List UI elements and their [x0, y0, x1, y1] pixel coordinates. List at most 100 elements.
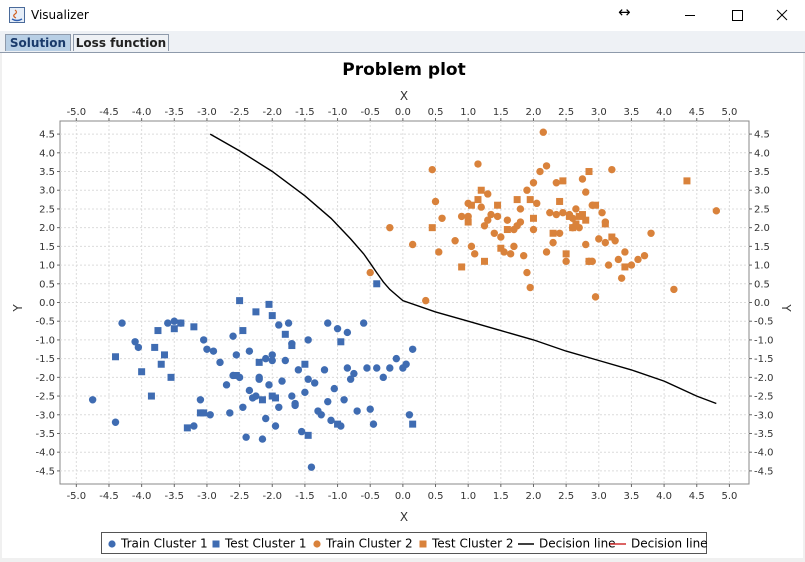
x-tick-label-top: 2.5 — [558, 107, 574, 118]
close-button[interactable] — [759, 0, 805, 31]
train-cluster-1-point — [294, 366, 303, 374]
x-tick-label: 3.5 — [623, 491, 639, 502]
train-cluster-2-point — [510, 225, 518, 234]
train-cluster-1-point — [281, 356, 290, 365]
chart-panel: Problem plot X X Y Y -5.0 -5.0 -4.5 -4.5 -4.… — [2, 53, 803, 558]
train-cluster-1-point — [229, 332, 237, 340]
train-cluster-1-point — [311, 379, 319, 387]
y-tick-label: 4.5 — [39, 130, 55, 141]
test-cluster-2-point — [559, 177, 567, 185]
train-cluster-2-point — [526, 283, 534, 292]
y-tick-label-right: -4.0 — [754, 448, 774, 459]
legend-train-cluster-1: Train Cluster 1 — [108, 536, 208, 552]
train-cluster-2-point — [510, 242, 518, 251]
train-cluster-2-point — [542, 248, 551, 256]
x-tick-label: -3.0 — [197, 491, 217, 502]
train-cluster-1-point — [239, 403, 247, 411]
train-cluster-1-point — [88, 396, 97, 404]
test-cluster-1-point — [157, 360, 165, 368]
test-cluster-1-point — [373, 280, 381, 288]
test-cluster-1-point — [236, 297, 244, 305]
test-cluster-2-point — [572, 220, 580, 228]
y-tick-label-right: -3.5 — [754, 429, 774, 440]
train-cluster-1-point — [324, 397, 332, 406]
train-cluster-1-point — [134, 343, 143, 352]
y-tick-label: 0.0 — [39, 298, 55, 309]
train-cluster-2-point — [490, 229, 498, 237]
x-tick-label-top: 3.5 — [623, 107, 639, 118]
y-tick-label-right: -2.0 — [754, 373, 774, 384]
y-tick-label: -4.5 — [35, 466, 55, 477]
x-tick-label-top: -0.5 — [360, 107, 380, 118]
legend-circle-marker — [108, 539, 116, 548]
x-tick-label: -3.5 — [165, 491, 185, 502]
train-cluster-2-point — [572, 205, 580, 213]
axes: -5.0 -5.0 -4.5 -4.5 -4.0 -4.0 -3.5 -3.5 -3.0 -3.0… — [35, 107, 773, 502]
train-cluster-2-point — [464, 212, 472, 221]
train-cluster-1-point — [111, 418, 120, 426]
test-cluster-2-point — [464, 218, 472, 226]
test-cluster-1-point — [147, 392, 155, 400]
x-tick-label-top: -5.0 — [67, 107, 87, 118]
legend-square-marker — [212, 540, 220, 547]
test-cluster-2-point — [585, 257, 593, 265]
resize-cursor-icon: ↔ — [618, 3, 631, 21]
train-cluster-2-point — [546, 208, 554, 217]
train-cluster-1-point — [301, 388, 309, 397]
train-cluster-1-point — [209, 347, 218, 355]
test-cluster-1-point — [170, 325, 178, 333]
train-cluster-1-point — [320, 366, 329, 374]
legend-train-cluster-2: Train Cluster 2 — [313, 536, 413, 552]
train-cluster-2-point — [712, 207, 721, 215]
train-cluster-2-point — [484, 216, 492, 224]
train-cluster-1-point — [307, 463, 316, 471]
test-cluster-2-point — [549, 229, 557, 237]
train-cluster-2-point — [428, 165, 436, 174]
train-cluster-2-point — [506, 250, 515, 258]
train-cluster-1-point — [366, 405, 374, 413]
x-tick-label-top: 4.5 — [689, 107, 705, 118]
maximize-button[interactable] — [713, 0, 759, 31]
train-cluster-1-point — [226, 409, 234, 417]
train-cluster-2-point — [529, 179, 538, 187]
train-cluster-1-point — [343, 364, 352, 372]
test-cluster-2-point — [458, 263, 466, 271]
train-cluster-2-point — [519, 252, 528, 260]
train-cluster-2-point — [559, 208, 567, 217]
train-cluster-1-point — [340, 396, 348, 404]
maximize-icon — [732, 10, 743, 21]
x-tick-label: 1.5 — [493, 491, 509, 502]
x-tick-label: -2.5 — [230, 491, 250, 502]
train-cluster-2-point — [457, 212, 466, 221]
x-tick-label-top: 1.5 — [493, 107, 509, 118]
train-cluster-2-point — [555, 229, 564, 237]
tab-solution[interactable]: Solution — [5, 34, 71, 51]
test-cluster-1-point — [268, 312, 276, 320]
x-tick-label: -0.5 — [360, 491, 380, 502]
series-layer — [88, 128, 721, 471]
x-tick-label: 5.0 — [721, 491, 737, 502]
x-tick-label-top: -4.0 — [132, 107, 152, 118]
y-tick-label: -3.0 — [35, 410, 55, 421]
test-cluster-2-point — [592, 201, 600, 209]
test-cluster-1-point — [167, 373, 175, 381]
train-cluster-1-point — [379, 373, 387, 382]
train-cluster-1-point — [131, 338, 139, 346]
train-cluster-2-point — [435, 248, 443, 256]
tab-loss-function[interactable]: Loss function — [73, 34, 169, 51]
grid — [59, 120, 750, 485]
x-tick-label: 2.5 — [558, 491, 574, 502]
train-cluster-2-point — [438, 214, 446, 222]
test-cluster-2-point — [526, 196, 534, 204]
title-bar: Visualizer ↔ — [0, 0, 805, 31]
test-cluster-1-point — [281, 330, 289, 338]
train-cluster-2-point — [617, 274, 626, 282]
train-cluster-1-point — [386, 364, 394, 372]
y-tick-label-right: 0.5 — [754, 279, 770, 290]
test-cluster-1-point — [190, 323, 198, 331]
minimize-button[interactable] — [667, 0, 713, 31]
x-tick-label-top: 2.0 — [526, 107, 542, 118]
test-cluster-1-point — [200, 409, 208, 417]
x-tick-label-top: -2.0 — [262, 107, 282, 118]
train-cluster-2-point — [471, 250, 479, 258]
